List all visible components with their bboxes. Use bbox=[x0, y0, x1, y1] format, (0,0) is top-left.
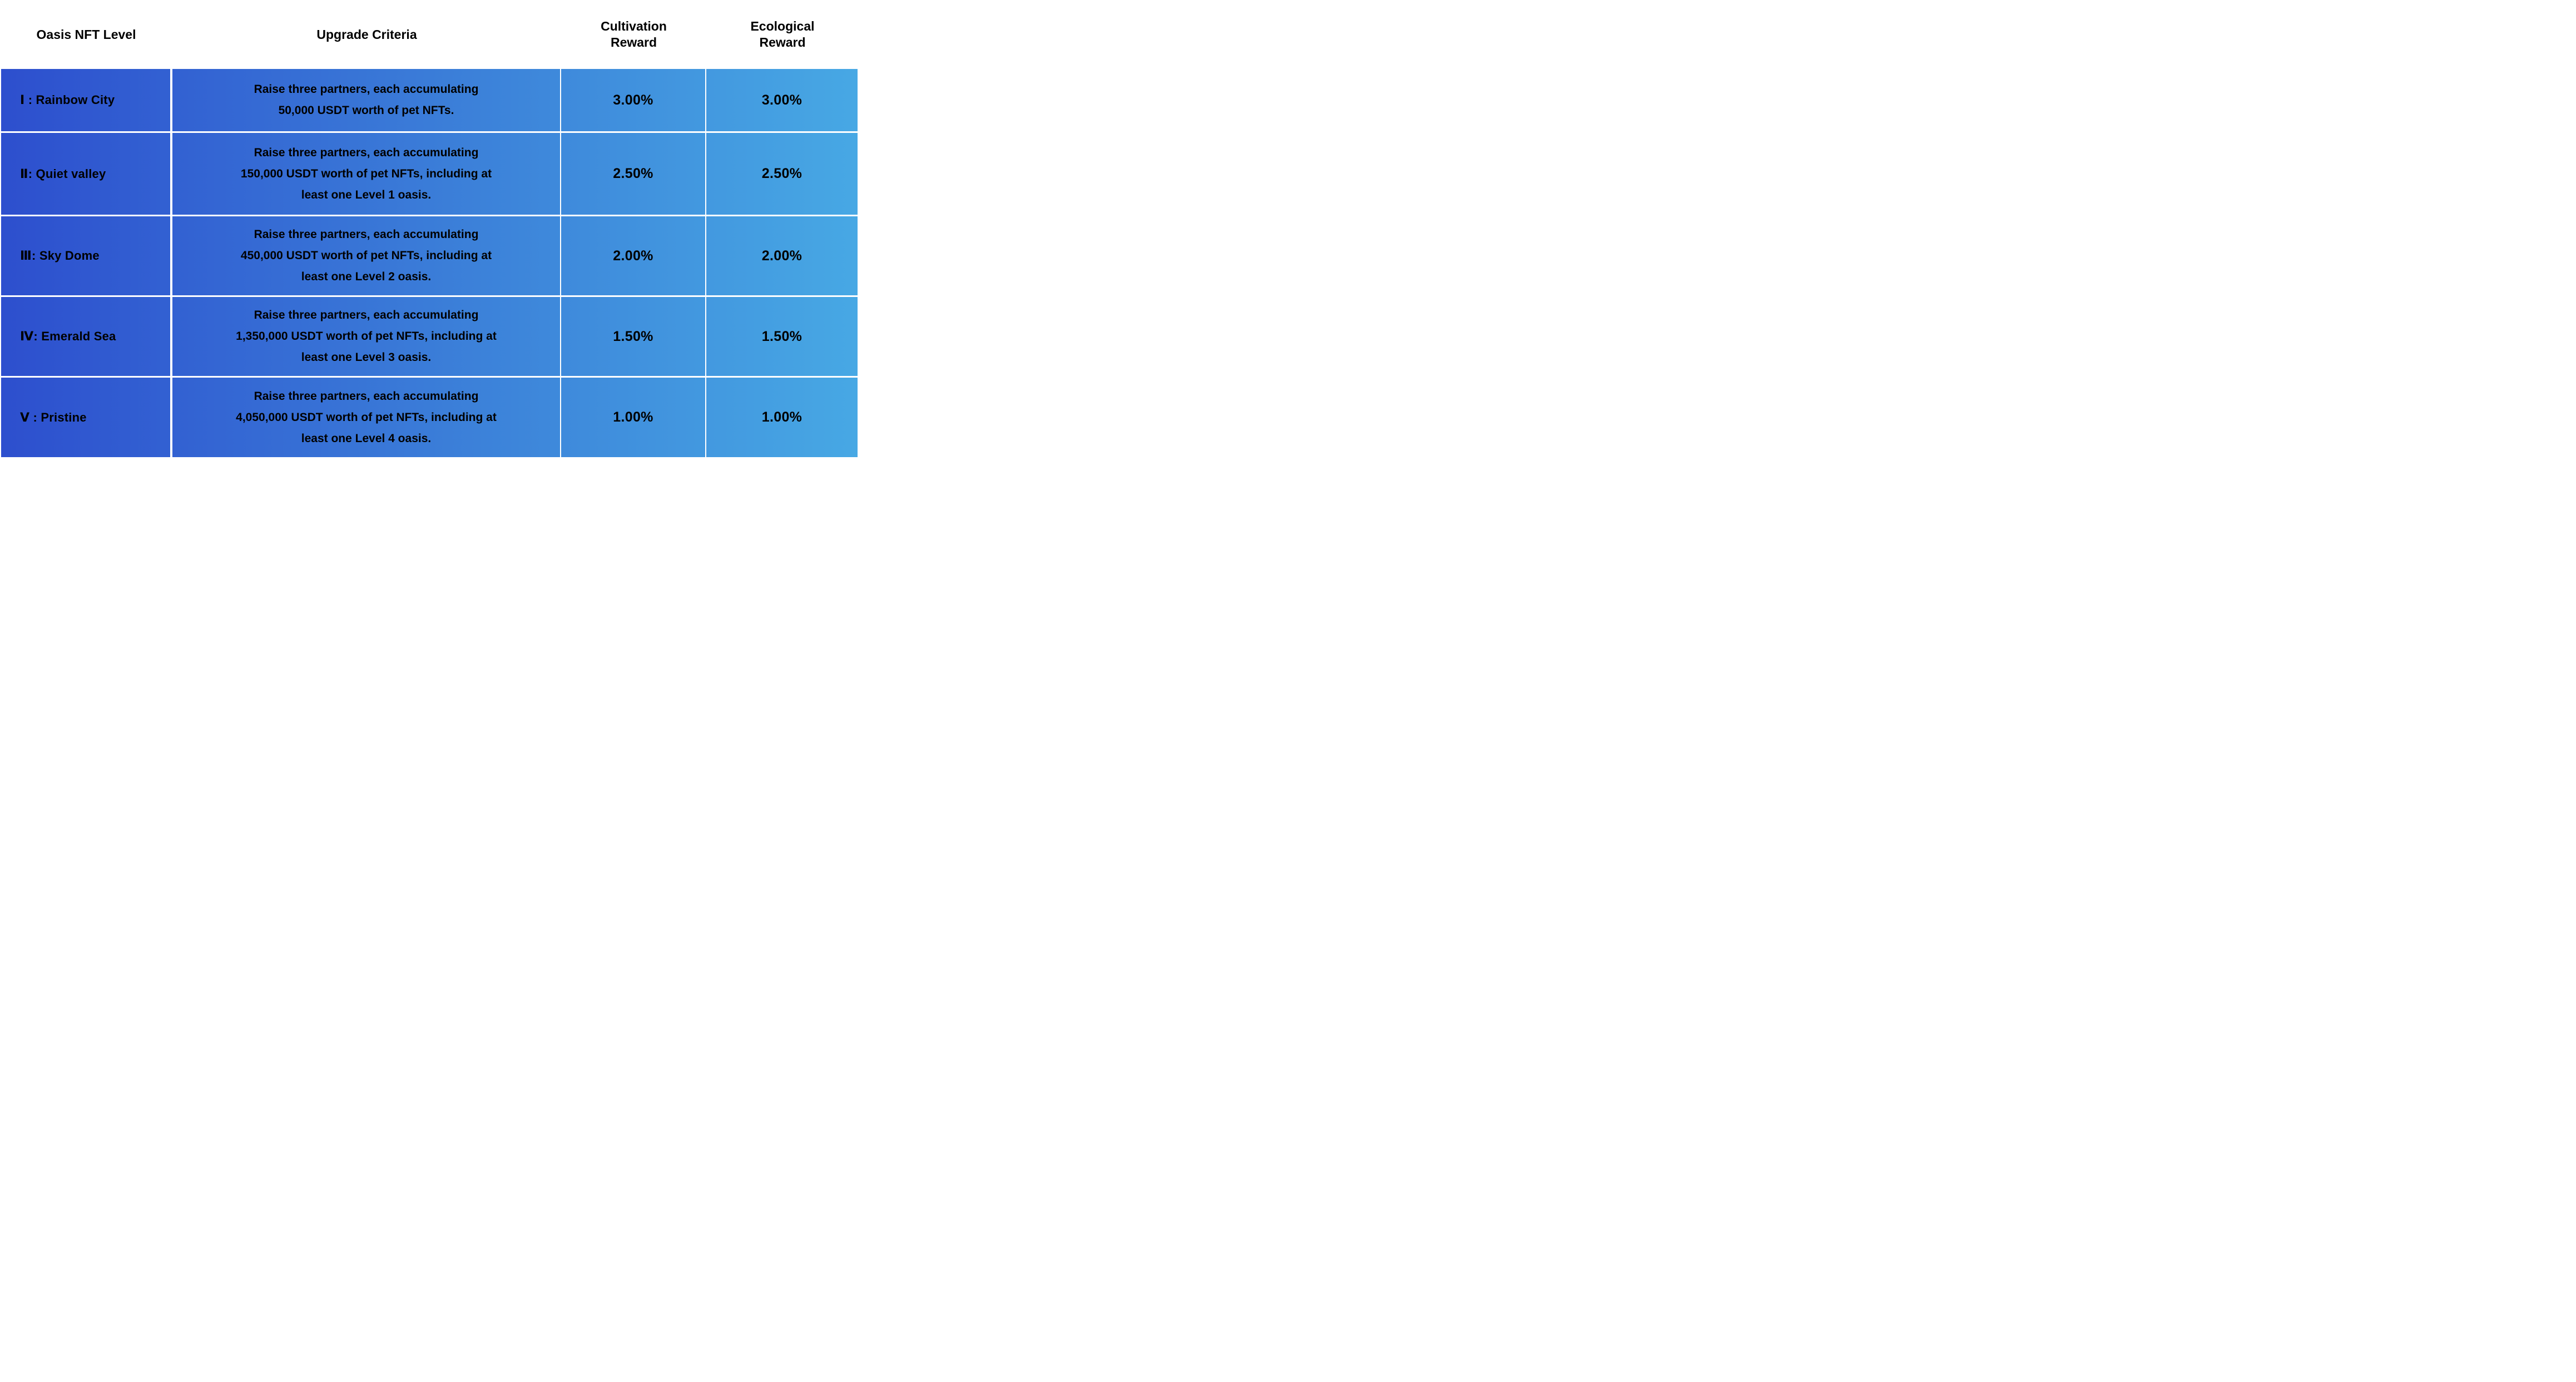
ecological-reward-value: 1.00% bbox=[761, 409, 802, 425]
ecological-reward-value: 2.50% bbox=[761, 166, 802, 181]
upgrade-criteria: Raise three partners, each accumulating … bbox=[172, 69, 561, 131]
level-name: Ⅳ: Emerald Sea bbox=[1, 297, 172, 376]
header-oasis-nft-level: Oasis NFT Level bbox=[36, 27, 136, 42]
cultivation-reward-value: 1.50% bbox=[561, 297, 706, 376]
cultivation-reward-value: 2.00% bbox=[561, 216, 706, 295]
level-name: Ⅴ : Pristine bbox=[1, 378, 172, 457]
level-name: Ⅰ : Rainbow City bbox=[1, 69, 172, 131]
table-body: Ⅰ : Rainbow City Raise three partners, e… bbox=[1, 69, 858, 457]
table-row-level-1: Ⅰ : Rainbow City Raise three partners, e… bbox=[1, 69, 858, 131]
ecological-reward-value: 3.00% bbox=[761, 92, 802, 108]
upgrade-criteria: Raise three partners, each accumulating … bbox=[172, 216, 561, 295]
ecological-reward-value: 2.00% bbox=[761, 247, 802, 264]
cultivation-reward-value: 1.00% bbox=[561, 378, 706, 457]
table-header-row: Oasis NFT Level Upgrade Criteria Cultiva… bbox=[0, 0, 859, 69]
upgrade-criteria: Raise three partners, each accumulating … bbox=[172, 133, 561, 215]
table-row-level-4: Ⅳ: Emerald Sea Raise three partners, eac… bbox=[1, 295, 858, 376]
upgrade-criteria: Raise three partners, each accumulating … bbox=[172, 297, 561, 376]
cultivation-reward-value: 3.00% bbox=[561, 69, 706, 131]
table-row-level-2: Ⅱ: Quiet valley Raise three partners, ea… bbox=[1, 131, 858, 215]
upgrade-criteria: Raise three partners, each accumulating … bbox=[172, 378, 561, 457]
header-ecological-reward: Ecological Reward bbox=[750, 19, 815, 49]
table-row-level-5: Ⅴ : Pristine Raise three partners, each … bbox=[1, 376, 858, 457]
header-upgrade-criteria: Upgrade Criteria bbox=[316, 27, 417, 42]
oasis-nft-level-table: Oasis NFT Level Upgrade Criteria Cultiva… bbox=[0, 0, 859, 460]
level-name: Ⅲ: Sky Dome bbox=[1, 216, 172, 295]
ecological-reward-value: 1.50% bbox=[761, 328, 802, 344]
header-cultivation-reward: Cultivation Reward bbox=[601, 19, 667, 49]
level-name: Ⅱ: Quiet valley bbox=[1, 133, 172, 215]
cultivation-reward-value: 2.50% bbox=[561, 133, 706, 215]
table-row-level-3: Ⅲ: Sky Dome Raise three partners, each a… bbox=[1, 215, 858, 295]
